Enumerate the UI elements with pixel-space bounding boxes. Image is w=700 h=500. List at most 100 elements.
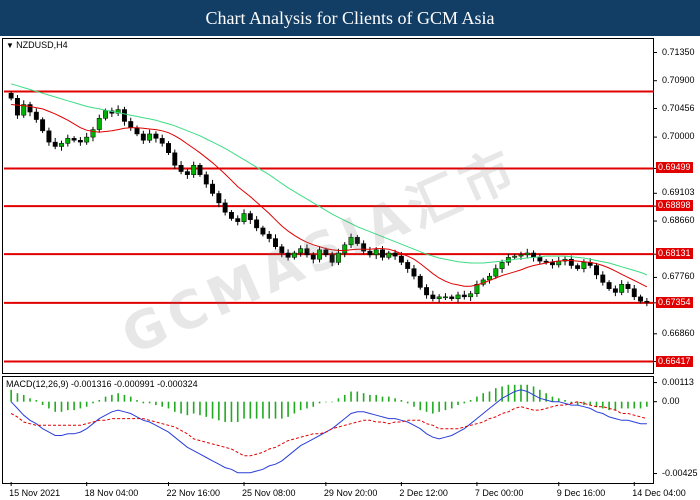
- macd-histogram-bar: [501, 386, 503, 402]
- macd-histogram-bar: [224, 401, 226, 422]
- macd-histogram-bar: [394, 398, 396, 402]
- candle-bear: [606, 282, 612, 289]
- macd-histogram-bar: [325, 401, 327, 403]
- candle-bear: [254, 219, 260, 229]
- macd-histogram-bar: [117, 393, 119, 402]
- candle-bear: [279, 246, 285, 254]
- price-tick-label: 0.70456: [662, 102, 695, 113]
- symbol-dropdown-icon[interactable]: ▼: [6, 41, 17, 50]
- macd-histogram-bar: [148, 401, 151, 404]
- macd-histogram-bar: [262, 401, 264, 419]
- macd-histogram-bar: [532, 386, 535, 402]
- candle-bear: [178, 165, 184, 172]
- candle-bull: [65, 138, 71, 144]
- candle-bull: [581, 262, 587, 269]
- macd-histogram-bar: [488, 391, 491, 402]
- candle-bear: [77, 139, 83, 143]
- price-tick-label: 0.70000: [662, 131, 695, 142]
- candle-bull: [103, 110, 109, 119]
- macd-histogram-bar: [438, 401, 440, 412]
- macd-histogram-bar: [646, 401, 648, 407]
- price-tick-label: 0.69103: [662, 187, 695, 198]
- time-tick-label: 18 Nov 04:00: [84, 488, 139, 498]
- candle-bull: [468, 293, 474, 298]
- candle-bear: [537, 257, 543, 262]
- macd-label: MACD(12,26,9) -0.001316 -0.000991 -0.000…: [6, 379, 198, 389]
- macd-histogram-bar: [243, 401, 245, 419]
- macd-histogram-bar: [35, 399, 38, 402]
- candle-bull: [619, 284, 625, 293]
- banner-title-text: Chart Analysis for Clients of GCM Asia: [205, 7, 495, 28]
- candle-bear: [273, 238, 278, 247]
- macd-histogram-bar: [92, 401, 94, 404]
- candle-bull: [342, 244, 348, 254]
- candle-bear: [203, 174, 209, 185]
- macd-histogram-bar: [482, 393, 485, 402]
- candle-bull: [436, 296, 442, 299]
- candle-bull: [191, 165, 197, 175]
- macd-histogram-bar: [293, 401, 296, 414]
- candle-bull: [241, 213, 247, 222]
- candle-bear: [210, 183, 216, 194]
- macd-histogram-bar: [186, 401, 189, 416]
- macd-histogram-bar: [98, 399, 101, 402]
- candle-bull: [487, 275, 492, 281]
- time-tick-label: 22 Nov 16:00: [166, 488, 221, 498]
- macd-pane[interactable]: [2, 376, 654, 484]
- candle-bear: [361, 243, 367, 252]
- candle-bear: [638, 296, 644, 302]
- symbol-label-text: NZDUSD,H4: [16, 40, 68, 50]
- time-tick-label: 15 Nov 2021: [9, 488, 61, 498]
- candle-bear: [14, 98, 20, 116]
- candle-bull: [21, 104, 27, 116]
- macd-histogram-bar: [211, 401, 214, 419]
- candle-bull: [317, 249, 323, 260]
- macd-histogram-bar: [60, 401, 63, 412]
- candle-bear: [543, 260, 549, 263]
- macd-histogram-bar: [343, 394, 346, 402]
- macd-histogram-bar: [381, 396, 384, 402]
- candle-bear: [33, 111, 39, 120]
- macd-tick-label: 0.00: [662, 395, 680, 406]
- macd-histogram-bar: [406, 401, 409, 404]
- candle-bear: [121, 109, 127, 122]
- macd-histogram-bar: [268, 401, 271, 419]
- candle-bear: [8, 92, 14, 99]
- macd-histogram-bar: [331, 401, 333, 403]
- macd-histogram-bar: [236, 401, 239, 422]
- macd-histogram-bar: [520, 384, 522, 402]
- macd-signal-line: [10, 401, 648, 457]
- candle-bear: [140, 133, 146, 141]
- macd-histogram-bar: [513, 384, 516, 402]
- candle-bull: [512, 255, 518, 258]
- candle-bear: [260, 227, 266, 235]
- candle-bear: [71, 138, 77, 141]
- macd-histogram-bar: [306, 401, 308, 409]
- candle-bear: [172, 152, 178, 166]
- candle-bear: [304, 248, 310, 256]
- macd-histogram-bar: [123, 394, 126, 402]
- candle-bear: [424, 287, 430, 296]
- candle-bull: [493, 268, 499, 277]
- candle-bear: [222, 202, 228, 213]
- candle-bear: [644, 300, 650, 303]
- candle-bear: [568, 258, 574, 266]
- candle-bull: [84, 136, 90, 143]
- macd-histogram-bar: [564, 399, 566, 402]
- candle-bear: [367, 250, 373, 256]
- macd-histogram-bar: [230, 401, 233, 422]
- price-tick-label: 0.66860: [662, 327, 695, 338]
- candle-bear: [405, 262, 411, 269]
- macd-histogram-bar: [205, 401, 208, 417]
- macd-histogram-bar: [608, 401, 610, 411]
- candle-bear: [153, 133, 159, 139]
- macd-histogram-bar: [192, 401, 195, 414]
- candle-bull: [96, 118, 102, 130]
- price-level-tag: 0.68131: [656, 248, 693, 260]
- candle-bear: [461, 294, 467, 298]
- macd-histogram-bar: [570, 401, 573, 404]
- candle-bear: [197, 165, 203, 175]
- candle-bull: [59, 143, 64, 147]
- macd-histogram-bar: [180, 401, 182, 414]
- macd-histogram-bar: [419, 401, 422, 411]
